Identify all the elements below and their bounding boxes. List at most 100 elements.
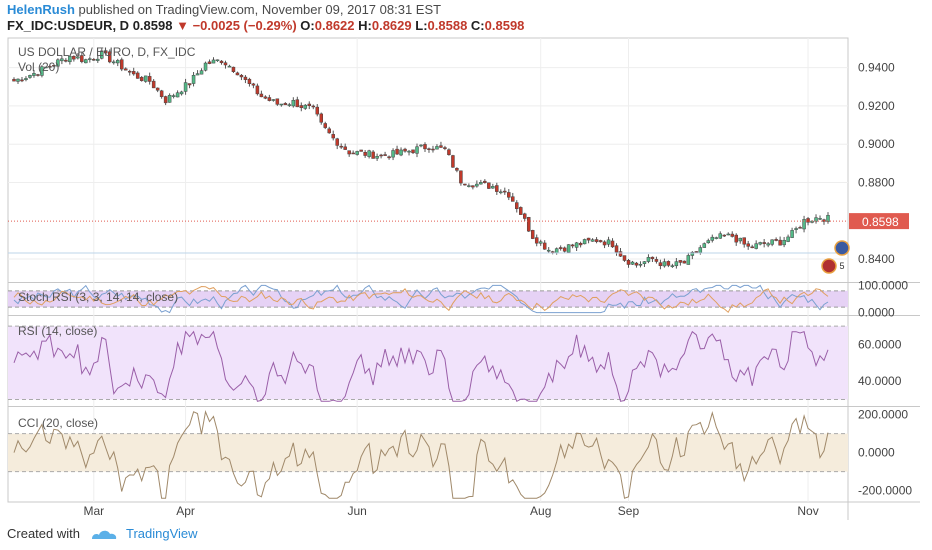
- candle-body: [714, 237, 719, 239]
- stoch-k-line: [13, 284, 829, 314]
- tradingview-logo-icon[interactable]: [90, 527, 118, 541]
- candle-body: [634, 262, 639, 266]
- candle-body: [363, 152, 367, 156]
- plot-frame: [7, 37, 849, 503]
- candle-body: [143, 75, 148, 82]
- candle-body: [60, 58, 64, 62]
- rsi-pane-title: RSI (14, close): [18, 324, 97, 338]
- candle-body: [734, 234, 738, 243]
- high-label: H:: [358, 18, 372, 33]
- candle-body: [754, 243, 758, 249]
- candle-body: [195, 73, 200, 76]
- candle-body: [427, 148, 431, 150]
- candle-body: [487, 182, 491, 189]
- candle-body: [491, 186, 495, 189]
- candle-body: [758, 242, 762, 245]
- candle-body: [28, 75, 32, 78]
- candle-body: [159, 90, 164, 97]
- y-tick-label: 0.9000: [858, 137, 895, 151]
- candle-body: [726, 233, 730, 236]
- candle-body: [80, 55, 84, 62]
- candle-body: [187, 83, 192, 86]
- y-tick-label: 100.0000: [858, 278, 908, 292]
- flag-event-icon: [834, 240, 850, 256]
- price-pane-title: US DOLLAR / EURO, D, FX_IDC: [18, 45, 196, 59]
- candle-body: [451, 155, 455, 168]
- candle-body: [654, 259, 659, 262]
- y-tick-label: 0.8800: [858, 175, 895, 189]
- low-value: 0.8588: [427, 18, 468, 33]
- tradingview-link[interactable]: TradingView: [125, 526, 198, 541]
- x-tick-label: Mar: [83, 504, 104, 518]
- candle-body: [694, 251, 699, 253]
- candle-body: [299, 105, 304, 108]
- candle-body: [614, 245, 619, 253]
- author-link[interactable]: HelenRush: [7, 2, 75, 17]
- x-tick-label: Jun: [347, 504, 366, 518]
- candle-body: [534, 237, 539, 244]
- candle-body: [586, 237, 591, 241]
- y-tick-label: 0.0000: [858, 306, 895, 320]
- candle-body: [179, 91, 184, 95]
- stoch-band: [8, 290, 848, 308]
- cci-line: [13, 410, 829, 499]
- x-tick-label: Sep: [618, 504, 640, 518]
- candle-body: [566, 244, 571, 253]
- candle-body: [662, 261, 667, 267]
- footer: Created with TradingView: [7, 526, 198, 541]
- candle-body: [774, 239, 778, 241]
- candle-body: [646, 257, 651, 262]
- y-tick-label: 60.0000: [858, 338, 902, 352]
- candle-body: [459, 170, 463, 184]
- candle-body: [175, 92, 180, 98]
- candle-body: [40, 66, 44, 76]
- candle-body: [475, 183, 479, 187]
- candle-body: [112, 61, 116, 64]
- candle-body: [511, 196, 515, 202]
- candle-body: [578, 242, 583, 246]
- candle-body: [746, 243, 750, 247]
- candle-body: [710, 236, 715, 241]
- candle-body: [638, 263, 643, 266]
- candle-body: [211, 59, 216, 64]
- symbol[interactable]: FX_IDC:USDEUR, D: [7, 18, 130, 33]
- candle-body: [355, 151, 359, 155]
- low-label: L:: [415, 18, 428, 33]
- candle-body: [770, 239, 774, 245]
- candle-body: [323, 123, 327, 128]
- x-tick-label: Apr: [176, 504, 195, 518]
- candle-body: [642, 261, 647, 264]
- candle-body: [243, 76, 248, 80]
- candle-body: [367, 150, 371, 157]
- candle-body: [135, 72, 140, 79]
- candle-body: [622, 255, 627, 261]
- down-arrow-icon: ▼: [176, 18, 189, 33]
- candle-body: [598, 240, 603, 243]
- candle-body: [215, 59, 220, 62]
- candle-body: [359, 149, 363, 152]
- candle-body: [315, 106, 320, 115]
- candle-body: [682, 260, 687, 264]
- candle-body: [44, 66, 48, 69]
- candle-body: [415, 146, 419, 154]
- candle-body: [407, 150, 411, 153]
- candle-body: [227, 65, 232, 68]
- created-with-text: Created with: [7, 526, 80, 541]
- candle-body: [24, 78, 28, 81]
- x-tick-label: Nov: [797, 504, 818, 518]
- candle-body: [88, 58, 92, 60]
- candle-body: [275, 98, 280, 105]
- candle-body: [151, 80, 156, 89]
- candle-body: [115, 60, 120, 64]
- candle-body: [56, 59, 60, 67]
- candle-body: [766, 243, 770, 246]
- candle-body: [702, 243, 707, 248]
- candle-body: [419, 144, 423, 147]
- candle-body: [558, 247, 563, 249]
- candle-body: [96, 58, 100, 61]
- candle-body: [339, 145, 343, 148]
- candle-body: [722, 234, 727, 237]
- candle-body: [92, 59, 96, 61]
- candle-body: [738, 237, 742, 242]
- cci-pane-title: CCI (20, close): [18, 416, 98, 430]
